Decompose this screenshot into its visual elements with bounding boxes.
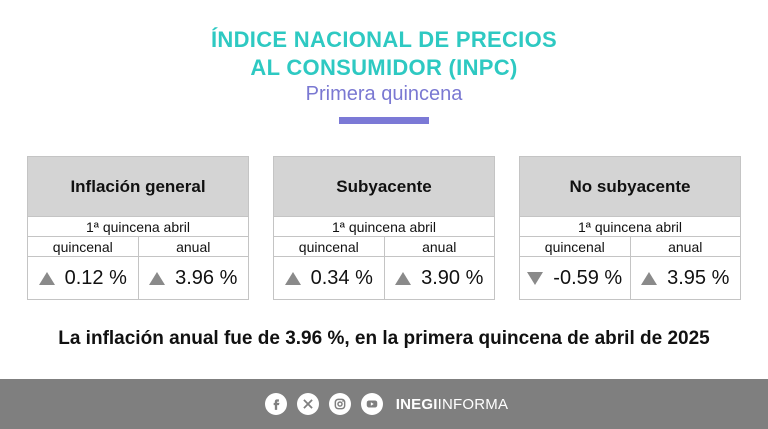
card-labels: quincenal anual — [274, 237, 494, 257]
triangle-up-icon — [395, 272, 412, 285]
value-quincenal: 0.34 % — [274, 257, 385, 300]
value-quincenal: -0.59 % — [520, 257, 631, 300]
card-values: -0.59 % 3.95 % — [520, 257, 740, 300]
value-quincenal-text: 0.34 % — [310, 267, 373, 289]
instagram-icon[interactable] — [328, 393, 351, 415]
footer-bar: INEGIINFORMA — [0, 379, 768, 429]
card-inflacion-general: Inflación general 1ª quincena abril quin… — [27, 156, 249, 300]
card-title: Inflación general — [28, 157, 248, 217]
brand-bold: INEGI — [395, 395, 438, 413]
value-quincenal: 0.12 % — [28, 257, 139, 300]
x-icon[interactable] — [296, 393, 319, 415]
label-quincenal: quincenal — [274, 237, 385, 256]
card-period: 1ª quincena abril — [28, 217, 248, 237]
card-no-subyacente: No subyacente 1ª quincena abril quincena… — [519, 156, 741, 300]
accent-bar — [339, 117, 429, 124]
card-values: 0.34 % 3.90 % — [274, 257, 494, 300]
value-anual: 3.95 % — [631, 257, 741, 300]
value-quincenal-text: -0.59 % — [553, 267, 623, 289]
label-anual: anual — [176, 238, 211, 255]
label-quincenal: quincenal — [520, 237, 631, 256]
triangle-up-icon — [641, 272, 658, 285]
card-period: 1ª quincena abril — [520, 217, 740, 237]
label-quincenal: quincenal — [28, 237, 139, 256]
triangle-up-icon — [284, 272, 301, 285]
triangle-down-icon — [527, 272, 544, 285]
facebook-icon[interactable] — [264, 393, 287, 415]
brand-logo: INEGIINFORMA — [396, 396, 508, 413]
card-title: No subyacente — [520, 157, 740, 217]
triangle-up-icon — [38, 272, 55, 285]
label-anual: anual — [422, 238, 457, 255]
youtube-icon[interactable] — [360, 393, 383, 415]
card-period: 1ª quincena abril — [274, 217, 494, 237]
value-anual: 3.96 % — [139, 257, 249, 300]
brand-light: INFORMA — [437, 395, 509, 413]
label-anual: anual — [668, 238, 703, 255]
value-anual: 3.90 % — [385, 257, 495, 300]
card-title: Subyacente — [274, 157, 494, 217]
card-values: 0.12 % 3.96 % — [28, 257, 248, 300]
title-line-2: AL CONSUMIDOR (INPC) — [250, 55, 518, 80]
card-labels: quincenal anual — [28, 237, 248, 257]
triangle-up-icon — [149, 272, 166, 285]
card-labels: quincenal anual — [520, 237, 740, 257]
title-line-1: ÍNDICE NACIONAL DE PRECIOS — [211, 27, 557, 52]
value-anual-text: 3.95 % — [667, 267, 730, 289]
card-subyacente: Subyacente 1ª quincena abril quincenal a… — [273, 156, 495, 300]
value-quincenal-text: 0.12 % — [64, 267, 127, 289]
summary-statement: La inflación anual fue de 3.96 %, en la … — [58, 328, 710, 349]
value-anual-text: 3.90 % — [421, 267, 484, 289]
subtitle: Primera quincena — [305, 83, 463, 105]
value-anual-text: 3.96 % — [175, 267, 238, 289]
